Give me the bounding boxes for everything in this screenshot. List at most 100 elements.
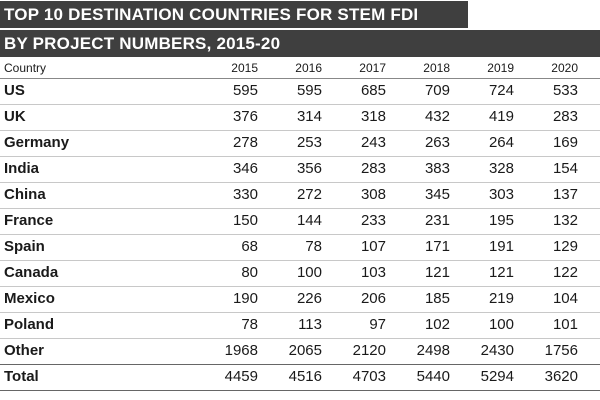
title-line: BY PROJECT NUMBERS, 2015-20: [0, 30, 600, 57]
table-cell: 272: [296, 186, 322, 203]
table-cell: 78: [241, 316, 258, 333]
table-cell: 102: [424, 316, 450, 333]
header-cell: 2015: [231, 61, 258, 75]
header-cell: 2018: [423, 61, 450, 75]
row-divider: [0, 338, 600, 339]
table-cell: 185: [424, 290, 450, 307]
table-cell: 383: [424, 160, 450, 177]
table-cell: 100: [296, 264, 322, 281]
table-cell: 113: [298, 316, 322, 333]
table-cell: 101: [552, 316, 578, 333]
row-label: Canada: [4, 264, 59, 281]
table-cell: 253: [296, 134, 322, 151]
table-cell: 1968: [224, 342, 258, 359]
table-cell: 303: [488, 186, 514, 203]
title-line: TOP 10 DESTINATION COUNTRIES FOR STEM FD…: [0, 1, 468, 28]
header-cell: Country: [4, 61, 47, 75]
table-cell: 278: [232, 134, 258, 151]
table-cell: 191: [488, 238, 514, 255]
table-cell: 685: [360, 82, 386, 99]
table-cell: 243: [360, 134, 386, 151]
row-label: UK: [4, 108, 26, 125]
table-cell: 78: [305, 238, 322, 255]
table-cell: 100: [488, 316, 514, 333]
table-cell: 328: [488, 160, 514, 177]
table-cell: 171: [424, 238, 450, 255]
table-cell: 132: [552, 212, 578, 229]
table-cell: 345: [424, 186, 450, 203]
row-divider: [0, 312, 600, 313]
table-cell: 154: [552, 160, 578, 177]
table-cell: 318: [360, 108, 386, 125]
table-cell: 330: [232, 186, 258, 203]
table-cell: 2498: [416, 342, 450, 359]
table-cell: 80: [241, 264, 258, 281]
table-cell: 4703: [352, 368, 386, 385]
header-cell: 2017: [359, 61, 386, 75]
row-divider: [0, 156, 600, 157]
row-label: Spain: [4, 238, 45, 255]
table-cell: 2120: [352, 342, 386, 359]
table-cell: 103: [360, 264, 386, 281]
table-cell: 3620: [544, 368, 578, 385]
table-cell: 4516: [288, 368, 322, 385]
table-cell: 263: [424, 134, 450, 151]
table-cell: 264: [488, 134, 514, 151]
table-cell: 4459: [224, 368, 258, 385]
table-cell: 724: [488, 82, 514, 99]
row-divider: [0, 260, 600, 261]
table-cell: 144: [296, 212, 322, 229]
row-divider: [0, 390, 600, 391]
table-cell: 129: [552, 238, 578, 255]
table-cell: 419: [488, 108, 514, 125]
table-cell: 432: [424, 108, 450, 125]
table-cell: 533: [552, 82, 578, 99]
header-cell: 2016: [295, 61, 322, 75]
table-cell: 595: [232, 82, 258, 99]
table-cell: 1756: [544, 342, 578, 359]
row-label: Mexico: [4, 290, 55, 307]
row-label: France: [4, 212, 54, 229]
table-cell: 190: [232, 290, 258, 307]
row-label: Other: [4, 342, 45, 359]
table-cell: 122: [552, 264, 578, 281]
row-divider: [0, 78, 600, 79]
table-cell: 68: [241, 238, 258, 255]
row-label: India: [4, 160, 40, 177]
row-divider: [0, 130, 600, 131]
row-label: Total: [4, 368, 39, 385]
table-cell: 107: [360, 238, 386, 255]
table-cell: 308: [360, 186, 386, 203]
table-cell: 150: [232, 212, 258, 229]
row-divider: [0, 286, 600, 287]
table-cell: 121: [488, 264, 514, 281]
table-cell: 5294: [480, 368, 514, 385]
table-cell: 137: [552, 186, 578, 203]
row-label: Germany: [4, 134, 70, 151]
table-cell: 97: [369, 316, 386, 333]
table-cell: 231: [424, 212, 450, 229]
row-divider: [0, 104, 600, 105]
table-cell: 376: [232, 108, 258, 125]
table-cell: 595: [296, 82, 322, 99]
row-label: China: [4, 186, 46, 203]
row-label: US: [4, 82, 25, 99]
table-cell: 283: [360, 160, 386, 177]
table-cell: 226: [296, 290, 322, 307]
row-divider: [0, 364, 600, 365]
table-cell: 169: [552, 134, 578, 151]
row-divider: [0, 208, 600, 209]
table-cell: 219: [488, 290, 514, 307]
table-cell: 195: [488, 212, 514, 229]
row-label: Poland: [4, 316, 55, 333]
table-cell: 104: [552, 290, 578, 307]
table-cell: 121: [424, 264, 450, 281]
table-cell: 206: [360, 290, 386, 307]
table-cell: 346: [232, 160, 258, 177]
table-cell: 2065: [288, 342, 322, 359]
table-cell: 356: [296, 160, 322, 177]
header-cell: 2020: [551, 61, 578, 75]
table-cell: 233: [360, 212, 386, 229]
table-cell: 2430: [480, 342, 514, 359]
table-cell: 314: [296, 108, 322, 125]
